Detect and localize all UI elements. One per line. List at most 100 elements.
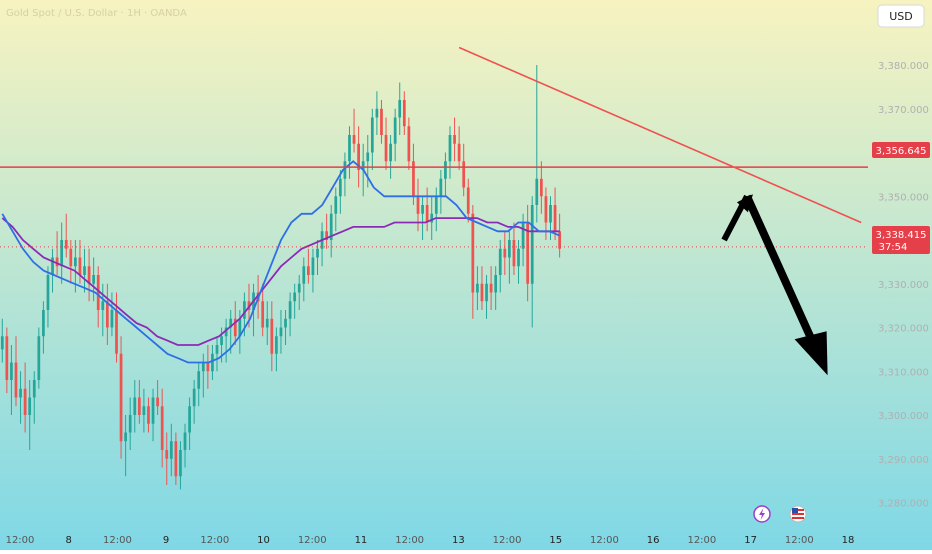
- candle-body: [55, 257, 59, 267]
- candle-body: [275, 336, 278, 354]
- time-tick-label: 18: [842, 535, 855, 546]
- candle-body: [188, 406, 191, 433]
- candle-body: [74, 257, 77, 267]
- candle-body: [183, 432, 187, 450]
- candle-body: [334, 196, 338, 214]
- candle-body: [192, 388, 196, 407]
- us-flag-icon[interactable]: [789, 505, 807, 523]
- candle-body: [412, 161, 415, 197]
- candle-body: [279, 327, 283, 337]
- candle-body: [284, 318, 287, 328]
- candle-body: [380, 108, 383, 135]
- time-tick-label: 17: [744, 535, 757, 546]
- candle-body: [494, 275, 498, 293]
- candle-body: [544, 196, 548, 223]
- candle-body: [37, 336, 41, 380]
- candle-body: [448, 135, 452, 162]
- candle-body: [60, 240, 64, 267]
- candle-body: [329, 213, 333, 240]
- price-tick-label: 3,280.000: [878, 499, 929, 510]
- candle-body: [101, 301, 105, 310]
- candle-body: [471, 213, 475, 293]
- time-tick-label: 12:00: [395, 535, 424, 546]
- candle-body: [10, 362, 13, 380]
- price-tick-label: 3,350.000: [878, 192, 929, 203]
- time-tick-label: 12:00: [6, 535, 35, 546]
- candle-body: [498, 248, 502, 275]
- candle-body: [370, 117, 374, 153]
- candle-body: [133, 397, 137, 415]
- resistance-price-label: 3,356.645: [876, 146, 927, 157]
- candle-body: [316, 248, 319, 258]
- candle-body: [398, 100, 402, 118]
- current-price-label: 3,338.415: [876, 230, 927, 241]
- candle-body: [83, 266, 86, 275]
- candle-body: [439, 178, 443, 197]
- candle-body: [23, 388, 27, 415]
- candle-body: [539, 178, 543, 197]
- price-tick-label: 3,330.000: [878, 280, 929, 291]
- symbol-header[interactable]: Gold Spot / U.S. Dollar · 1H · OANDA: [6, 8, 187, 19]
- candle-body: [521, 222, 525, 249]
- candle-body: [453, 135, 456, 144]
- countdown-label: 37:54: [879, 242, 908, 253]
- candle-body: [87, 266, 91, 284]
- candle-body: [165, 450, 169, 459]
- candle-body: [549, 205, 552, 223]
- candle-body: [5, 336, 9, 380]
- candle-body: [169, 441, 173, 459]
- candle-body: [366, 152, 370, 162]
- projection-arrow-down: [743, 194, 819, 348]
- time-tick-label: 15: [549, 535, 562, 546]
- candle-body: [462, 161, 466, 188]
- candle-body: [42, 310, 45, 337]
- resistance-price-tag: 3,356.645: [872, 142, 930, 158]
- candle-body: [288, 301, 292, 319]
- candle-body: [375, 108, 379, 118]
- candle-body: [416, 196, 420, 214]
- candle-body: [434, 196, 438, 214]
- candle-body: [476, 283, 479, 293]
- candle-body: [78, 257, 82, 275]
- candle-body: [361, 161, 365, 170]
- candle-body: [389, 143, 392, 162]
- candle-body: [19, 388, 22, 398]
- candle-body: [535, 178, 539, 205]
- candle-body: [393, 117, 397, 144]
- moving-average-fast: [1, 160, 560, 364]
- candle-body: [352, 135, 356, 144]
- candle-body: [115, 310, 118, 354]
- time-tick-label: 8: [66, 535, 72, 546]
- price-tick-label: 3,320.000: [878, 324, 929, 335]
- candle-body: [142, 406, 146, 415]
- price-tick-label: 3,290.000: [878, 455, 929, 466]
- candle-body: [338, 178, 342, 197]
- lightning-icon[interactable]: [753, 505, 771, 523]
- candle-body: [553, 205, 557, 232]
- candle-body: [265, 318, 269, 328]
- candle-body: [137, 397, 141, 415]
- candle-body: [110, 310, 114, 328]
- candle-body: [517, 248, 520, 267]
- candle-body: [238, 318, 242, 337]
- candle-body: [526, 222, 530, 284]
- candle-body: [211, 353, 214, 372]
- time-axis[interactable]: 12:00 8 12:00 9 12:00 10 12:00 11 12:00 13 12:00 15…: [6, 535, 855, 546]
- candle-body: [174, 441, 178, 477]
- candle-body: [147, 406, 150, 424]
- candle-body: [124, 432, 128, 442]
- time-tick-label: 9: [163, 535, 169, 546]
- time-tick-label: 12:00: [103, 535, 132, 546]
- time-tick-label: 11: [355, 535, 368, 546]
- candle-body: [407, 126, 411, 162]
- candle-body: [92, 275, 96, 284]
- candle-body: [46, 275, 50, 310]
- projection-arrow-down-head: [794, 331, 828, 376]
- time-tick-label: 12:00: [200, 535, 229, 546]
- currency-button-label: USD: [889, 10, 913, 23]
- candle-body: [421, 205, 424, 214]
- currency-button[interactable]: USD: [877, 4, 925, 28]
- time-tick-label: 12:00: [590, 535, 619, 546]
